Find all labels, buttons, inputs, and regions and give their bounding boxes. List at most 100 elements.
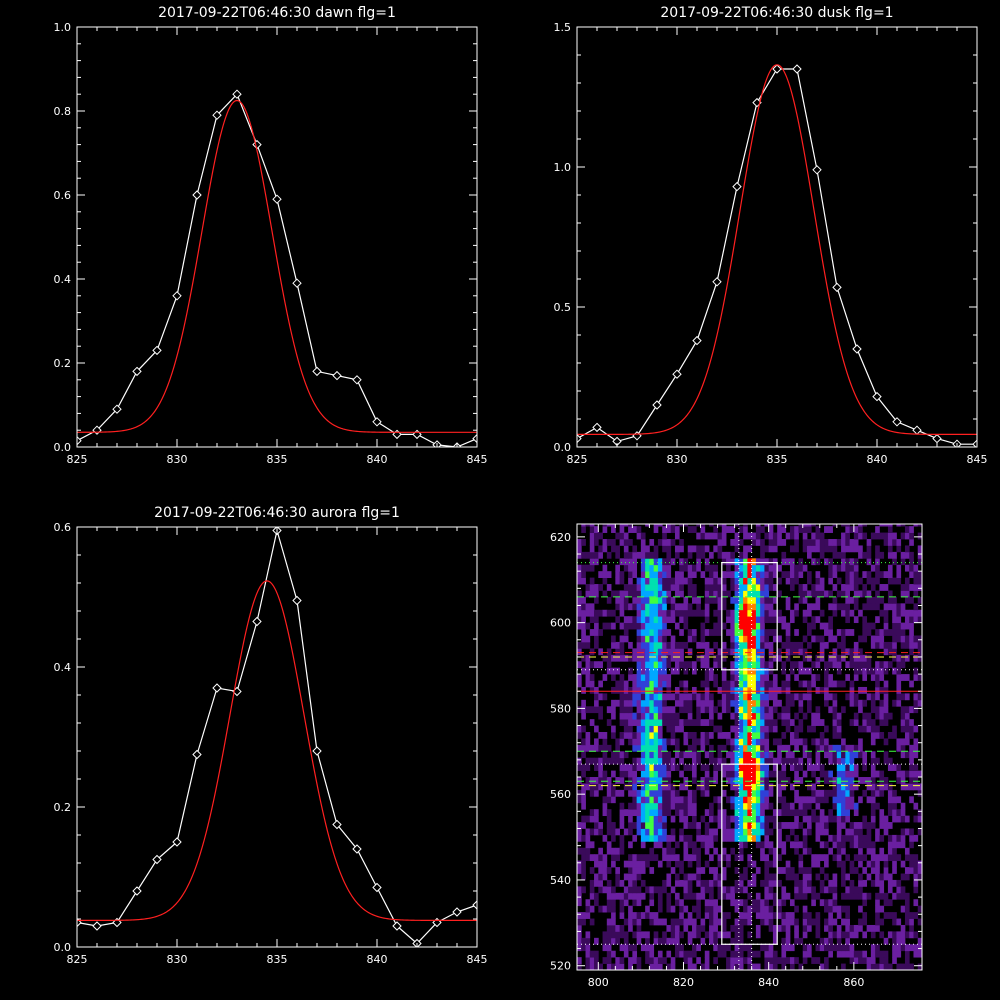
heatmap-cell [755,770,761,778]
heatmap-cell [713,641,718,649]
heatmap-cell [734,886,740,894]
heatmap-cell [896,764,902,771]
heatmap-cell [738,918,744,926]
heatmap-cell [883,751,889,759]
heatmap-cell [764,545,770,553]
heatmap-cell [755,693,761,701]
heatmap-cell [674,899,680,907]
heatmap-cell [909,571,914,578]
heatmap-cell [726,648,731,656]
heatmap-cell [615,963,620,970]
heatmap-cell [700,879,706,887]
heatmap-cell [713,571,718,578]
heatmap-cell [743,590,748,598]
heatmap-cell [845,777,850,784]
heatmap-cell [743,802,748,810]
heatmap-cell [764,680,770,688]
heatmap-cell [887,822,893,829]
heatmap-cell [645,622,650,630]
heatmap-cell [755,731,761,739]
y-tick-label: 0.8 [54,105,72,118]
heatmap-cell [721,686,727,694]
heatmap-cell [849,777,855,784]
heatmap-cell [623,828,629,836]
heatmap-cell [875,854,880,862]
heatmap-cell [726,680,731,688]
heatmap-cell [807,918,812,926]
heatmap-cell [717,661,723,669]
heatmap-cell [866,957,872,964]
heatmap-cell [700,892,706,900]
heatmap-cell [772,699,778,707]
heatmap-cell [649,686,655,694]
heatmap-cell [751,654,757,662]
heatmap-cell [760,577,765,585]
heatmap-cell [730,667,735,675]
heatmap-cell [845,545,850,553]
heatmap-cell [845,937,850,945]
heatmap-cell [657,693,663,701]
heatmap-cell [674,809,680,817]
heatmap-cell [602,654,608,662]
heatmap-cell [649,654,655,662]
heatmap-cell [789,912,795,919]
heatmap-cell [611,918,616,926]
heatmap-cell [819,686,825,694]
heatmap-cell [713,770,718,778]
heatmap-cell [875,873,880,881]
heatmap-cell [887,809,893,817]
heatmap-cell [577,590,582,598]
heatmap-cell [730,744,735,752]
heatmap-cell [913,706,919,714]
heatmap-cell [674,841,680,849]
heatmap-cell [913,564,919,572]
heatmap-cell [853,590,859,598]
heatmap-cell [917,558,922,566]
heatmap-cell [768,526,774,533]
heatmap-cell [632,545,638,553]
heatmap-cell [615,847,620,855]
heatmap-cell [768,828,774,836]
heatmap-cell [781,558,787,566]
heatmap-cell [662,822,667,829]
heatmap-cell [632,686,638,694]
heatmap-cell [853,596,859,604]
heatmap-cell [781,841,787,849]
heatmap-cell [611,789,616,797]
heatmap-cell [615,738,620,746]
heatmap-cell [687,584,693,591]
heatmap-cell [623,770,629,778]
heatmap-cell [836,577,842,585]
heatmap-cell [730,712,735,720]
heatmap-cell [577,622,582,630]
heatmap-cell [807,950,812,958]
heatmap-cell [645,931,650,939]
heatmap-cell [577,609,582,617]
heatmap-cell [577,603,582,611]
heatmap-cell [862,950,868,958]
heatmap-cell [896,918,902,926]
heatmap-cell [802,834,808,842]
heatmap-cell [913,667,919,675]
heatmap-cell [738,731,744,739]
heatmap-cell [636,931,642,939]
heatmap-cell [674,622,680,630]
heatmap-cell [853,834,859,842]
heatmap-cell [640,854,646,862]
x-tick-label: 820 [673,976,694,989]
heatmap-cell [721,809,727,817]
heatmap-cell [649,571,655,578]
heatmap-cell [764,963,770,970]
heatmap-cell [687,841,693,849]
heatmap-cell [751,667,757,675]
heatmap-cell [674,584,680,591]
heatmap-cell [696,944,701,952]
heatmap-cell [841,641,846,649]
heatmap-cell [802,616,808,624]
heatmap-cell [611,674,616,681]
heatmap-cell [670,783,676,791]
heatmap-cell [909,539,914,546]
heatmap-cell [755,712,761,720]
heatmap-cell [879,674,885,681]
heatmap-cell [875,590,880,598]
